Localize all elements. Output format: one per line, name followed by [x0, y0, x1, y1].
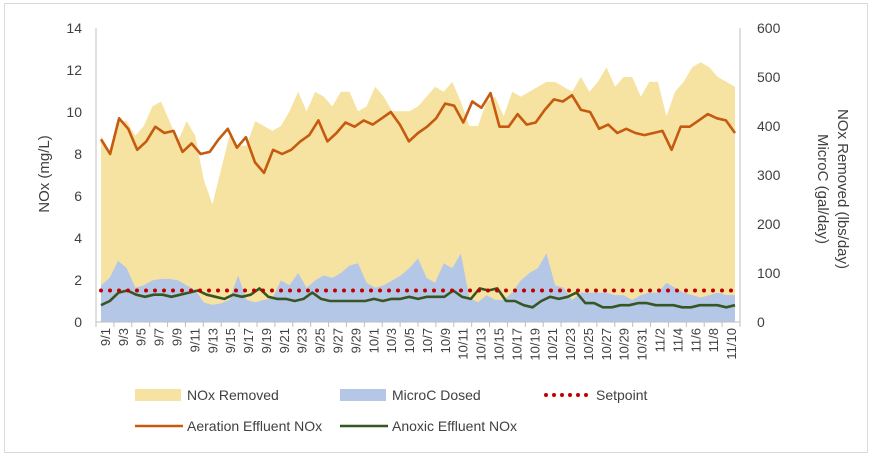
- left-axis-title: NOx (mg/L): [36, 135, 53, 213]
- left-tick-label: 2: [74, 272, 82, 288]
- legend-label-microc_dosed: MicroC Dosed: [392, 387, 481, 403]
- x-tick-label: 9/17: [241, 328, 256, 353]
- x-tick-label: 10/17: [509, 328, 524, 361]
- x-tick-label: 9/9: [170, 328, 185, 346]
- nox_removed-area: [101, 62, 735, 323]
- x-tick-label: 11/10: [724, 328, 739, 360]
- x-tick-label: 9/15: [223, 328, 238, 353]
- right-tick-label: 300: [757, 167, 781, 183]
- x-tick-label: 9/11: [187, 328, 202, 352]
- legend-swatch-nox_removed: [135, 389, 181, 401]
- x-tick-label: 11/8: [706, 328, 721, 352]
- x-tick-label: 10/13: [474, 328, 489, 361]
- right-tick-label: 400: [757, 118, 781, 134]
- anoxic-line: [100, 287, 736, 309]
- x-tick-label: 10/7: [420, 328, 435, 353]
- x-tick-label: 10/31: [635, 328, 650, 361]
- legend-swatch-microc_dosed: [340, 389, 386, 401]
- x-tick-label: 10/21: [545, 328, 560, 361]
- chart-frame: [4, 3, 868, 453]
- aeration-line: [99, 91, 737, 175]
- left-tick-label: 0: [74, 314, 82, 330]
- legend-label-anoxic: Anoxic Effluent NOx: [392, 418, 517, 434]
- x-tick-label: 9/5: [134, 328, 149, 346]
- x-tick-label: 9/7: [152, 328, 167, 346]
- x-tick-label: 10/11: [456, 328, 471, 360]
- x-tick-label: 9/3: [116, 328, 131, 346]
- x-tick-label: 9/25: [313, 328, 328, 353]
- microc_dosed-area: [101, 253, 735, 322]
- right-axis-title-line2: MicroC (gal/day): [814, 134, 831, 244]
- x-tick-label: 10/25: [581, 328, 596, 361]
- x-tick-label: 9/19: [259, 328, 274, 353]
- x-tick-label: 10/19: [527, 328, 542, 361]
- x-tick-label: 10/27: [599, 328, 614, 361]
- x-tick-label: 9/13: [205, 328, 220, 353]
- x-tick-label: 11/4: [670, 328, 685, 352]
- x-tick-label: 10/29: [617, 328, 632, 361]
- legend-label-nox_removed: NOx Removed: [187, 387, 279, 403]
- legend: NOx Removed MicroC Dosed Setpoint Aeration …: [135, 387, 647, 434]
- legend-label-setpoint: Setpoint: [596, 387, 647, 403]
- x-tick-label: 10/3: [384, 328, 399, 353]
- x-tick-label: 10/5: [402, 328, 417, 353]
- x-tick-label: 9/27: [331, 328, 346, 353]
- x-tick-label: 10/23: [563, 328, 578, 361]
- left-tick-label: 8: [74, 146, 82, 162]
- right-tick-label: 200: [757, 216, 781, 232]
- right-tick-label: 100: [757, 265, 781, 281]
- left-tick-label: 4: [74, 230, 82, 246]
- left-tick-label: 6: [74, 188, 82, 204]
- x-tick-label: 9/21: [277, 328, 292, 353]
- x-tick-label: 11/6: [688, 328, 703, 352]
- left-tick-label: 10: [66, 104, 82, 120]
- legend-label-aeration: Aeration Effluent NOx: [187, 418, 322, 434]
- x-tick-label: 10/15: [492, 328, 507, 361]
- x-tick-label: 9/23: [295, 328, 310, 353]
- x-tick-label: 10/1: [366, 328, 381, 353]
- x-tick-label: 9/29: [348, 328, 363, 353]
- x-tick-label: 9/1: [98, 328, 113, 346]
- right-tick-label: 0: [757, 314, 765, 330]
- left-tick-label: 14: [66, 20, 82, 36]
- left-tick-label: 12: [66, 62, 82, 78]
- x-tick-label: 11/2: [653, 328, 668, 352]
- right-tick-label: 600: [757, 20, 781, 36]
- x-tick-label: 10/9: [438, 328, 453, 353]
- right-axis-title-line1: NOx Removed (lbs/day): [834, 109, 851, 269]
- right-tick-label: 500: [757, 69, 781, 85]
